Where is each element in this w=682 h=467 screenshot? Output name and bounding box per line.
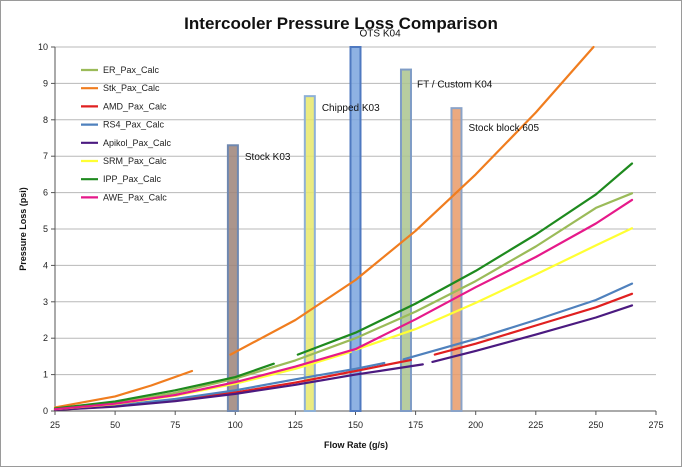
y-tick-label: 1: [43, 370, 48, 380]
y-tick-label: 5: [43, 224, 48, 234]
x-tick-label: 75: [170, 420, 180, 430]
y-tick-label: 10: [38, 42, 48, 52]
x-tick-label: 275: [648, 420, 663, 430]
legend-label: AWE_Pax_Calc: [103, 192, 167, 202]
legend-label: Stk_Pax_Calc: [103, 83, 160, 93]
legend-label: SRM_Pax_Calc: [103, 156, 167, 166]
x-tick-label: 150: [348, 420, 363, 430]
y-tick-label: 8: [43, 115, 48, 125]
series-line-stk-pax-calc: [53, 369, 194, 409]
series-line-ipp-pax-calc: [53, 362, 275, 410]
y-tick-label: 2: [43, 333, 48, 343]
series-line-apikol-pax-calc: [53, 363, 424, 411]
series-line-awe-pax-calc: [53, 198, 634, 411]
legend-label: Apikol_Pax_Calc: [103, 138, 172, 148]
x-tick-label: 175: [408, 420, 423, 430]
y-axis-label: Pressure Loss (psi): [18, 187, 28, 271]
bar-annotation: Stock K03: [245, 152, 291, 163]
x-axis-label: Flow Rate (g/s): [324, 440, 388, 450]
bar-annotation: FT / Custom K04: [417, 79, 493, 90]
y-tick-label: 0: [43, 406, 48, 416]
x-tick-label: 50: [110, 420, 120, 430]
x-tick-label: 25: [50, 420, 60, 430]
y-tick-label: 6: [43, 188, 48, 198]
series-line-apikol-pax-calc: [431, 304, 634, 363]
bar-annotation: OTS K04: [360, 28, 402, 39]
legend-label: RS4_Pax_Calc: [103, 120, 165, 130]
turbo-flow-bar: [450, 107, 463, 412]
bar-annotation: Chipped K03: [322, 103, 380, 114]
series-line-rs4-pax-calc: [402, 282, 634, 361]
series-line-er-pax-calc: [53, 192, 634, 410]
turbo-flow-bar: [399, 68, 412, 413]
series-line-srm-pax-calc: [354, 227, 634, 351]
bar-annotation: Stock block 605: [468, 123, 539, 134]
x-tick-label: 125: [288, 420, 303, 430]
chart-title: Intercooler Pressure Loss Comparison: [184, 14, 498, 33]
y-tick-label: 9: [43, 78, 48, 88]
y-tick-label: 3: [43, 297, 48, 307]
x-tick-label: 100: [228, 420, 243, 430]
x-tick-label: 250: [588, 420, 603, 430]
series-line-ipp-pax-calc: [296, 162, 634, 356]
turbo-flow-bar: [349, 46, 362, 412]
series-line-stk-pax-calc: [229, 45, 595, 356]
turbo-flow-bar: [303, 95, 316, 412]
series-layer: [53, 45, 634, 411]
y-tick-label: 7: [43, 151, 48, 161]
series-line-amd-pax-calc: [433, 292, 634, 356]
legend: ER_Pax_Calc Stk_Pax_Calc AMD_Pax_Calc RS4_P…: [81, 65, 172, 202]
legend-label: AMD_Pax_Calc: [103, 101, 167, 111]
x-tick-label: 225: [528, 420, 543, 430]
annotation-layer: Stock K03 Chipped K03 OTS K04 FT / Custom K…: [245, 28, 540, 163]
x-tick-label: 200: [468, 420, 483, 430]
legend-label: IPP_Pax_Calc: [103, 174, 162, 184]
legend-label: ER_Pax_Calc: [103, 65, 160, 75]
turbo-flow-bar: [226, 144, 239, 412]
bar-layer: [226, 46, 463, 413]
y-tick-label: 4: [43, 260, 48, 270]
